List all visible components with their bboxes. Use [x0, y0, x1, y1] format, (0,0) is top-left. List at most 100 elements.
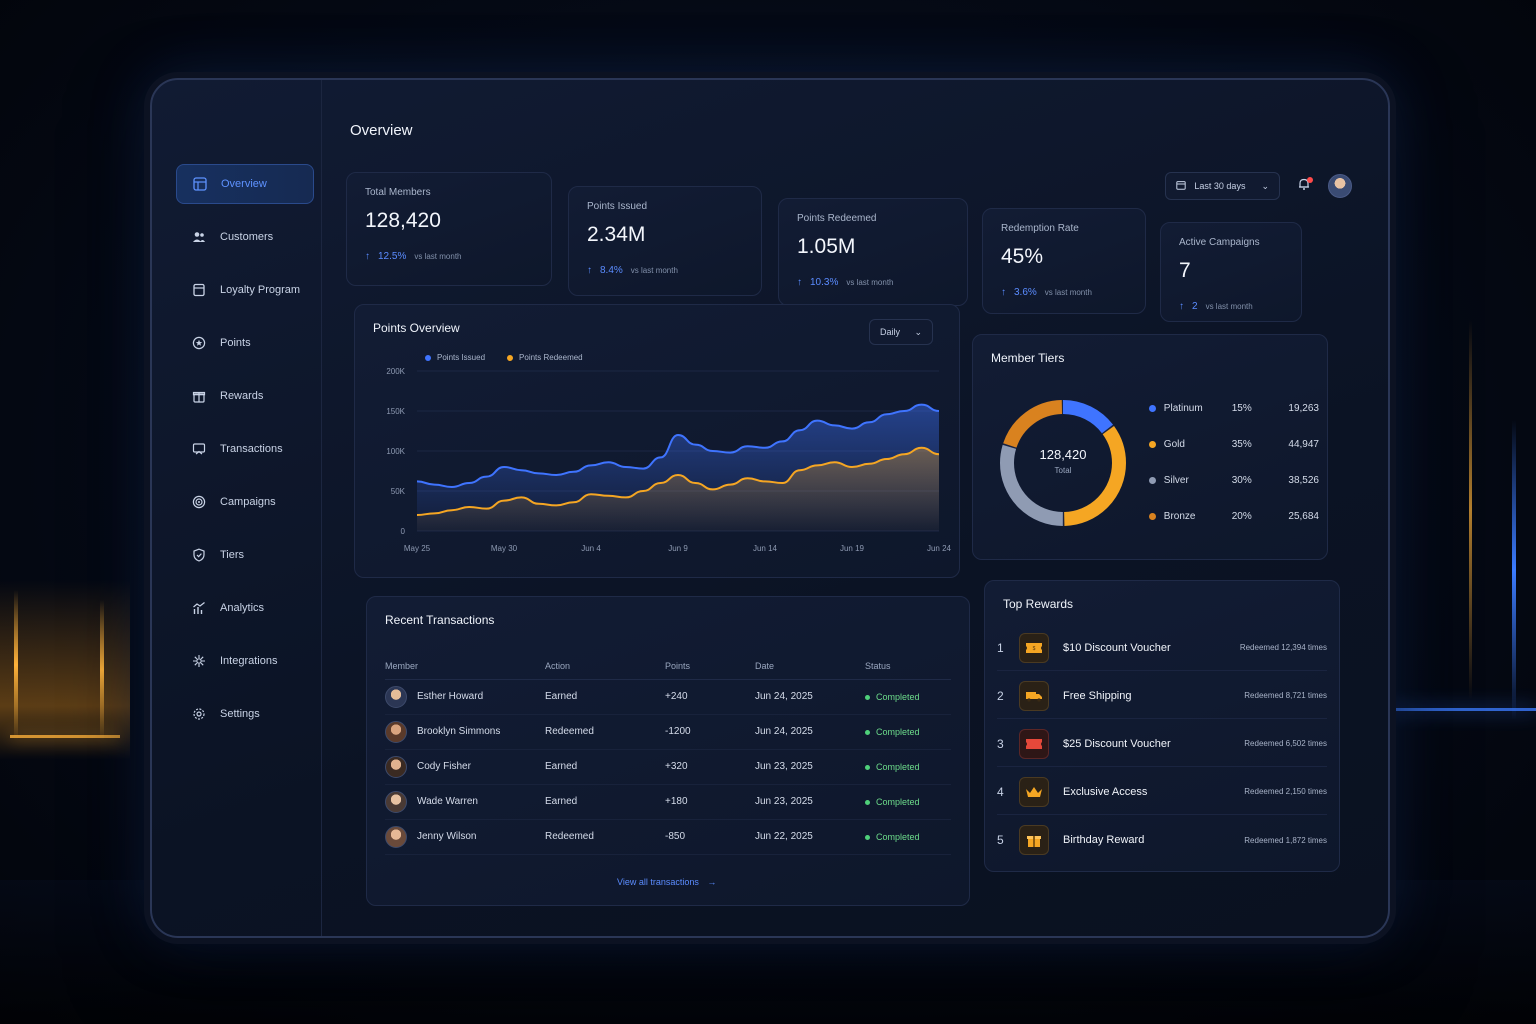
kpi-compare: vs last month	[846, 278, 894, 287]
reward-rank: 5	[997, 833, 1004, 847]
period-select[interactable]: Daily ⌄	[869, 319, 933, 345]
notifications-button[interactable]	[1294, 176, 1314, 196]
reward-count: Redeemed 2,150 times	[1244, 787, 1327, 796]
reward-row[interactable]: 2 Free Shipping Redeemed 8,721 times	[997, 673, 1327, 719]
column-header: Status	[865, 653, 951, 680]
view-all-transactions-link[interactable]: View all transactions →	[617, 877, 716, 887]
status-badge: Completed	[876, 796, 920, 807]
sidebar-item-settings[interactable]: Settings	[176, 694, 314, 734]
view-all-label: View all transactions	[617, 877, 699, 887]
table-row[interactable]: Jenny Wilson Redeemed -850 Jun 22, 2025 …	[385, 819, 951, 855]
svg-text:$: $	[1033, 646, 1036, 652]
sidebar-item-customers[interactable]: Customers	[176, 217, 314, 257]
points-cell: +240	[665, 679, 755, 715]
member-name: Wade Warren	[417, 796, 478, 807]
reward-row[interactable]: 5 Birthday Reward Redeemed 1,872 times	[997, 817, 1327, 863]
action-cell: Earned	[545, 784, 665, 820]
member-name: Cody Fisher	[417, 761, 471, 772]
tier-count: 38,526	[1288, 475, 1319, 486]
x-tick-label: Jun 4	[581, 544, 601, 553]
sidebar-item-label: Campaigns	[220, 496, 276, 508]
points-cell: -850	[665, 819, 755, 855]
status-badge: Completed	[876, 831, 920, 842]
arrow-up-icon: ↑	[797, 277, 802, 288]
kpi-card-total-members: Total Members 128,420 ↑ 12.5% vs last mont…	[346, 172, 552, 286]
tier-count: 44,947	[1288, 439, 1319, 450]
sidebar-item-analytics[interactable]: Analytics	[176, 588, 314, 628]
reward-row[interactable]: 4 Exclusive Access Redeemed 2,150 times	[997, 769, 1327, 815]
kpi-change: 8.4%	[600, 265, 623, 276]
light-bar-right	[1469, 320, 1472, 700]
chart-legend: Points Issued Points Redeemed	[425, 353, 583, 362]
tier-row-bronze: Bronze 20% 25,684	[1149, 511, 1319, 522]
gift-icon	[1019, 825, 1049, 855]
kpi-trend: ↑ 12.5% vs last month	[365, 251, 462, 262]
calendar-icon	[1176, 180, 1187, 192]
date-range-select[interactable]: Last 30 days ⌄	[1165, 172, 1280, 200]
card-icon	[192, 283, 206, 297]
x-tick-label: Jun 24	[927, 544, 952, 553]
donut-total-value: 128,420	[1039, 447, 1087, 462]
sidebar-item-integrations[interactable]: Integrations	[176, 641, 314, 681]
table-row[interactable]: Brooklyn Simmons Redeemed -1200 Jun 24, …	[385, 714, 951, 750]
member-cell: Jenny Wilson	[385, 825, 545, 848]
y-tick-label: 100K	[386, 447, 405, 456]
sidebar-item-transactions[interactable]: Transactions	[176, 429, 314, 469]
reward-row[interactable]: 3 $25 Discount Voucher Redeemed 6,502 ti…	[997, 721, 1327, 767]
member-name: Brooklyn Simmons	[417, 726, 501, 737]
action-cell: Earned	[545, 749, 665, 785]
kpi-value: 1.05M	[797, 235, 856, 258]
sidebar-item-campaigns[interactable]: Campaigns	[176, 482, 314, 522]
puzzle-icon	[192, 654, 206, 668]
reward-count: Redeemed 12,394 times	[1239, 643, 1327, 652]
ambient-glow-left	[0, 580, 130, 760]
kpi-change: 12.5%	[378, 251, 407, 262]
donut-center: 128,420 Total	[993, 447, 1133, 475]
sidebar-item-rewards[interactable]: Rewards	[176, 376, 314, 416]
table-row[interactable]: Cody Fisher Earned +320 Jun 23, 2025 Com…	[385, 749, 951, 785]
reward-count: Redeemed 6,502 times	[1244, 739, 1327, 748]
users-icon	[192, 230, 206, 244]
status-cell: Completed	[865, 784, 951, 820]
sidebar-item-label: Analytics	[220, 602, 265, 614]
y-tick-label: 200K	[386, 367, 405, 376]
arrow-right-icon: →	[707, 877, 717, 887]
sidebar-item-label: Overview	[221, 178, 267, 190]
kpi-value: 7	[1179, 259, 1191, 282]
table-header-row: Member Action Points Date Status	[385, 653, 951, 680]
reward-row[interactable]: 1 $ $10 Discount Voucher Redeemed 12,394…	[997, 625, 1327, 671]
kpi-compare: vs last month	[1205, 302, 1253, 311]
grid-icon	[193, 177, 207, 191]
member-cell: Esther Howard	[385, 685, 545, 708]
avatar	[385, 720, 407, 743]
sidebar-item-label: Loyalty Program	[220, 284, 301, 296]
gear-icon	[192, 707, 206, 721]
user-avatar[interactable]	[1328, 174, 1352, 198]
table-row[interactable]: Wade Warren Earned +180 Jun 23, 2025 Com…	[385, 784, 951, 820]
sidebar-item-tiers[interactable]: Tiers	[176, 535, 314, 575]
y-tick-label: 0	[401, 527, 406, 536]
x-tick-label: May 25	[404, 544, 431, 553]
chart-icon	[192, 601, 206, 615]
top-rewards-card: Top Rewards 1 $ $10 Discount Voucher Red…	[984, 580, 1340, 872]
member-cell: Cody Fisher	[385, 755, 545, 778]
kpi-label: Points Redeemed	[797, 213, 877, 224]
kpi-change: 3.6%	[1014, 287, 1037, 298]
column-header: Member	[385, 653, 545, 680]
sidebar-item-overview[interactable]: Overview	[176, 164, 314, 204]
sidebar-item-points[interactable]: Points	[176, 323, 314, 363]
y-tick-label: 150K	[386, 407, 405, 416]
member-name: Esther Howard	[417, 691, 484, 702]
member-cell: Brooklyn Simmons	[385, 720, 545, 743]
donut-slice-silver	[1000, 400, 1126, 526]
kpi-card-active-campaigns: Active Campaigns 7 ↑ 2 vs last month	[1160, 222, 1302, 322]
sidebar-item-loyalty-program[interactable]: Loyalty Program	[176, 270, 314, 310]
recent-transactions-card: Recent Transactions Member Action Points…	[366, 596, 970, 906]
table-row[interactable]: Esther Howard Earned +240 Jun 24, 2025 C…	[385, 679, 951, 715]
status-cell: Completed	[865, 714, 951, 750]
points-cell: +180	[665, 784, 755, 820]
tablet-frame: Overview Customers Loyalty Program Point…	[150, 78, 1390, 938]
reward-rank: 3	[997, 736, 1004, 751]
action-cell: Redeemed	[545, 714, 665, 750]
kpi-trend: ↑ 2 vs last month	[1179, 301, 1253, 312]
